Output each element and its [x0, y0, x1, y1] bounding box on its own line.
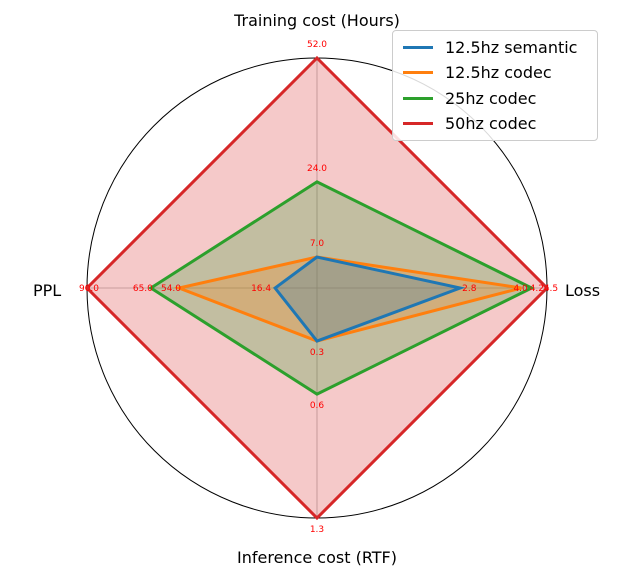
axis-label-ppl: PPL [33, 281, 61, 300]
value-label: 7.0 [310, 239, 325, 249]
value-label: 90.0 [79, 284, 99, 294]
legend-swatch [403, 96, 433, 100]
legend-item: 12.5hz semantic [403, 36, 577, 58]
value-label: 16.4 [251, 284, 271, 294]
legend: 12.5hz semantic 12.5hz codec 25hz codec 50h… [392, 30, 598, 141]
value-label: 52.0 [307, 40, 327, 50]
axis-label-inference-cost: Inference cost (RTF) [237, 548, 397, 567]
series-line-50hz-codec [84, 55, 550, 521]
axis-label-loss: Loss [565, 281, 600, 300]
value-label: 0.6 [310, 401, 325, 411]
value-label: 4.2 [530, 284, 544, 294]
axis-label-training-cost: Training cost (Hours) [233, 11, 400, 30]
legend-item: 12.5hz codec [403, 62, 552, 84]
value-label: 0.3 [310, 348, 324, 358]
legend-swatch [403, 71, 433, 74]
legend-swatch [403, 45, 433, 49]
legend-item: 25hz codec [403, 87, 536, 109]
value-label: 1.3 [310, 525, 324, 535]
value-label: 4.0 [513, 284, 528, 294]
value-label: 2.8 [462, 284, 477, 294]
series-fill-25hz-codec [150, 181, 532, 395]
value-label: 4.5 [544, 284, 558, 294]
legend-label: 50hz codec [445, 114, 537, 133]
value-label: 54.0 [161, 284, 181, 294]
legend-swatch [403, 122, 433, 125]
legend-item: 50hz codec [403, 113, 536, 135]
value-label: 24.0 [307, 164, 327, 174]
series-line-25hz-codec [148, 180, 536, 396]
value-label: 65.0 [133, 284, 153, 294]
legend-label: 12.5hz semantic [445, 37, 578, 57]
legend-label: 12.5hz codec [445, 63, 552, 82]
series-line-12-5hz-semantic [272, 255, 466, 343]
legend-label: 25hz codec [445, 88, 537, 108]
